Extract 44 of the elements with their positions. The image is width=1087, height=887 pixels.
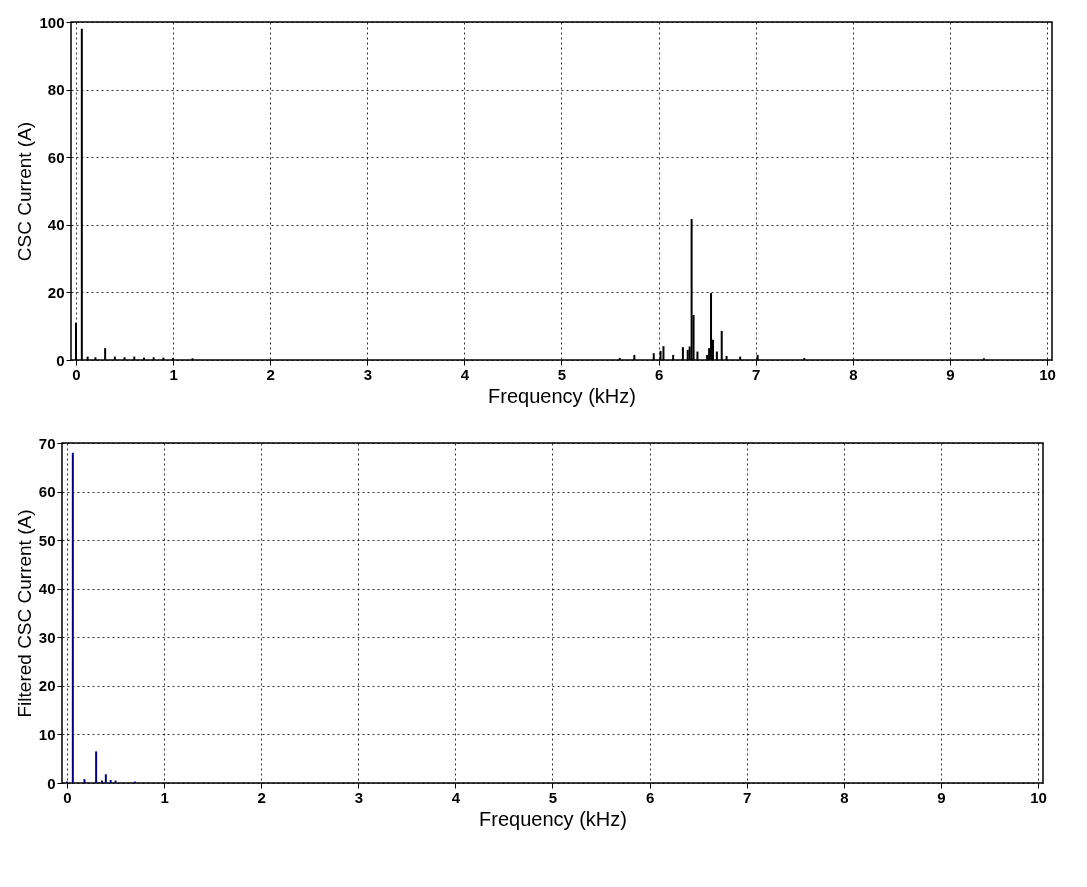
x-tick-label: 3	[354, 788, 363, 806]
y-tick-label: 20	[47, 283, 65, 301]
y-tick-label: 30	[38, 628, 56, 646]
bar	[95, 751, 98, 783]
y-tick-label: 80	[47, 81, 65, 99]
x-tick-label: 0	[72, 365, 81, 383]
x-tick-label: 4	[451, 788, 461, 806]
bar	[71, 452, 74, 783]
x-tick-label: 10	[1039, 365, 1056, 383]
x-tick-label: 2	[266, 365, 275, 383]
y-tick-label: 0	[47, 774, 56, 792]
x-tick-label: 1	[160, 788, 169, 806]
y-tick-label: 60	[38, 483, 56, 501]
x-tick-label: 4	[460, 365, 470, 383]
y-tick-label: 0	[56, 351, 65, 369]
x-tick-label: 5	[548, 788, 558, 806]
bar	[104, 774, 107, 783]
x-tick-label: 8	[849, 365, 858, 383]
x-tick-label: 2	[257, 788, 266, 806]
x-tick-label: 1	[169, 365, 178, 383]
y-tick-label: 40	[38, 580, 56, 598]
x-tick-label: 10	[1030, 788, 1047, 806]
x-tick-label: 9	[937, 788, 946, 806]
x-tick-label: 7	[752, 365, 761, 383]
x-tick-label: 9	[946, 365, 955, 383]
x-axis-title: Frequency (kHz)	[479, 807, 627, 830]
bar	[109, 780, 112, 783]
y-tick-label: 70	[38, 434, 56, 452]
y-tick-label: 100	[39, 13, 65, 31]
x-tick-label: 6	[645, 788, 655, 806]
y-tick-label: 20	[38, 677, 56, 695]
y-axis-title: CSC Current (A)	[14, 121, 36, 262]
x-tick-label: 3	[363, 365, 372, 383]
y-tick-label: 50	[38, 531, 56, 549]
x-tick-label: 5	[557, 365, 567, 383]
y-tick-label: 40	[47, 216, 65, 234]
x-tick-label: 6	[654, 365, 664, 383]
x-axis-title: Frequency (kHz)	[488, 384, 636, 407]
bar	[83, 779, 86, 783]
y-axis-title: Filtered CSC Current (A)	[13, 509, 35, 718]
x-tick-label: 8	[840, 788, 849, 806]
y-tick-label: 60	[47, 148, 65, 166]
y-tick-label: 10	[38, 725, 56, 743]
x-tick-label: 7	[743, 788, 752, 806]
